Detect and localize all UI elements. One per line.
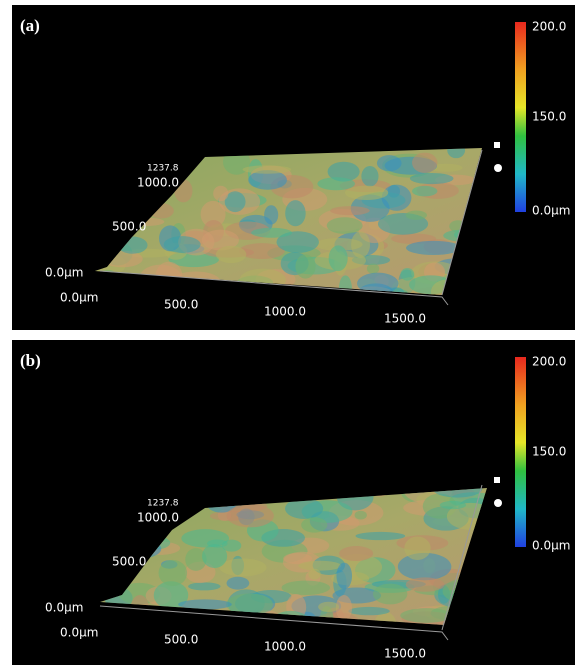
marker-square <box>494 142 500 148</box>
surface-patch <box>285 200 305 226</box>
marker-circle <box>494 499 502 507</box>
y-axis-label: 0.0µm <box>45 601 83 615</box>
surface-patch <box>440 501 466 509</box>
surface-patch <box>351 231 370 258</box>
marker-square <box>494 477 500 483</box>
surface-patch <box>243 165 292 173</box>
y-axis-label: 1237.8 <box>147 164 179 174</box>
panel: (b) 200.0 150.0 0.0µm 1237.8 1000.0 500.0 0.0µm… <box>12 340 575 665</box>
y-axis-label: 500.0 <box>112 220 146 234</box>
surface-patch <box>327 217 363 234</box>
colorbar-label: 0.0µm <box>532 539 570 553</box>
surface-patch <box>406 241 461 255</box>
y-axis-label: 0.0µm <box>45 266 83 280</box>
colorbar-label: 200.0 <box>532 355 566 369</box>
colorbar <box>515 22 526 212</box>
panel-label: (b) <box>20 351 41 370</box>
y-axis-label: 500.0 <box>112 555 146 569</box>
surface-patch <box>330 206 370 215</box>
surface-patch <box>412 186 437 196</box>
surface-patch <box>298 561 341 571</box>
colorbar-label: 150.0 <box>532 445 566 459</box>
surface-patch <box>361 166 378 187</box>
surface-patch <box>356 532 406 540</box>
y-axis-label: 1000.0 <box>137 511 179 525</box>
surface-patch <box>282 581 330 595</box>
surface-patch <box>410 173 454 184</box>
colorbar <box>515 357 526 547</box>
x-axis-label: 1500.0 <box>384 312 426 326</box>
colorbar-label: 0.0µm <box>532 204 570 218</box>
surface-patch <box>295 254 315 278</box>
surface-patch <box>251 228 292 238</box>
marker-circle <box>494 164 502 172</box>
surface-patch <box>367 263 379 273</box>
surface-patch <box>317 177 355 190</box>
surface-patch <box>216 246 247 263</box>
surface-patch <box>377 155 402 171</box>
y-axis-label: 1000.0 <box>137 176 179 190</box>
surface-patch <box>318 602 339 612</box>
surface-patch <box>181 529 229 547</box>
surface-patch <box>329 245 348 271</box>
panel-label: (a) <box>20 16 40 35</box>
surface-patch <box>373 584 407 605</box>
x-axis-label: 1000.0 <box>264 305 306 319</box>
surface-patch <box>336 563 352 590</box>
surface-patch <box>406 211 427 220</box>
x-axis-label: 500.0 <box>164 633 198 647</box>
surface-patch <box>222 540 241 552</box>
surface-patch <box>213 186 228 201</box>
figure: (a) 200.0 150.0 0.0µm 1237.8 1000.0 500.0 0.0µm… <box>0 0 587 666</box>
surface-patch <box>159 560 188 586</box>
surface-patch <box>400 268 414 281</box>
surface-patch <box>348 607 389 615</box>
surface-patch <box>227 577 250 590</box>
surface-patch <box>164 236 201 253</box>
surface-patch <box>227 504 274 527</box>
y-axis-label: 1237.8 <box>147 499 179 509</box>
surface-patch <box>345 186 388 200</box>
surface-patch <box>355 511 367 520</box>
surface-patch <box>406 577 445 591</box>
x-axis-label: 1000.0 <box>264 640 306 654</box>
surface-patch <box>188 582 220 590</box>
colorbar-label: 150.0 <box>532 110 566 124</box>
surface-patch <box>339 546 373 561</box>
panel: (a) 200.0 150.0 0.0µm 1237.8 1000.0 500.0 0.0µm… <box>12 5 575 330</box>
surface-patch <box>412 153 437 173</box>
surface-patch <box>382 185 412 211</box>
surface-patch <box>301 517 327 532</box>
x-axis-label: 1500.0 <box>384 647 426 661</box>
x-axis-label: 0.0µm <box>60 291 98 305</box>
colorbar-label: 200.0 <box>532 20 566 34</box>
surface-patch <box>219 558 266 576</box>
x-axis-label: 500.0 <box>164 298 198 312</box>
surface-patch <box>264 205 278 224</box>
x-axis-label: 0.0µm <box>60 626 98 640</box>
surface-patch <box>404 537 430 560</box>
